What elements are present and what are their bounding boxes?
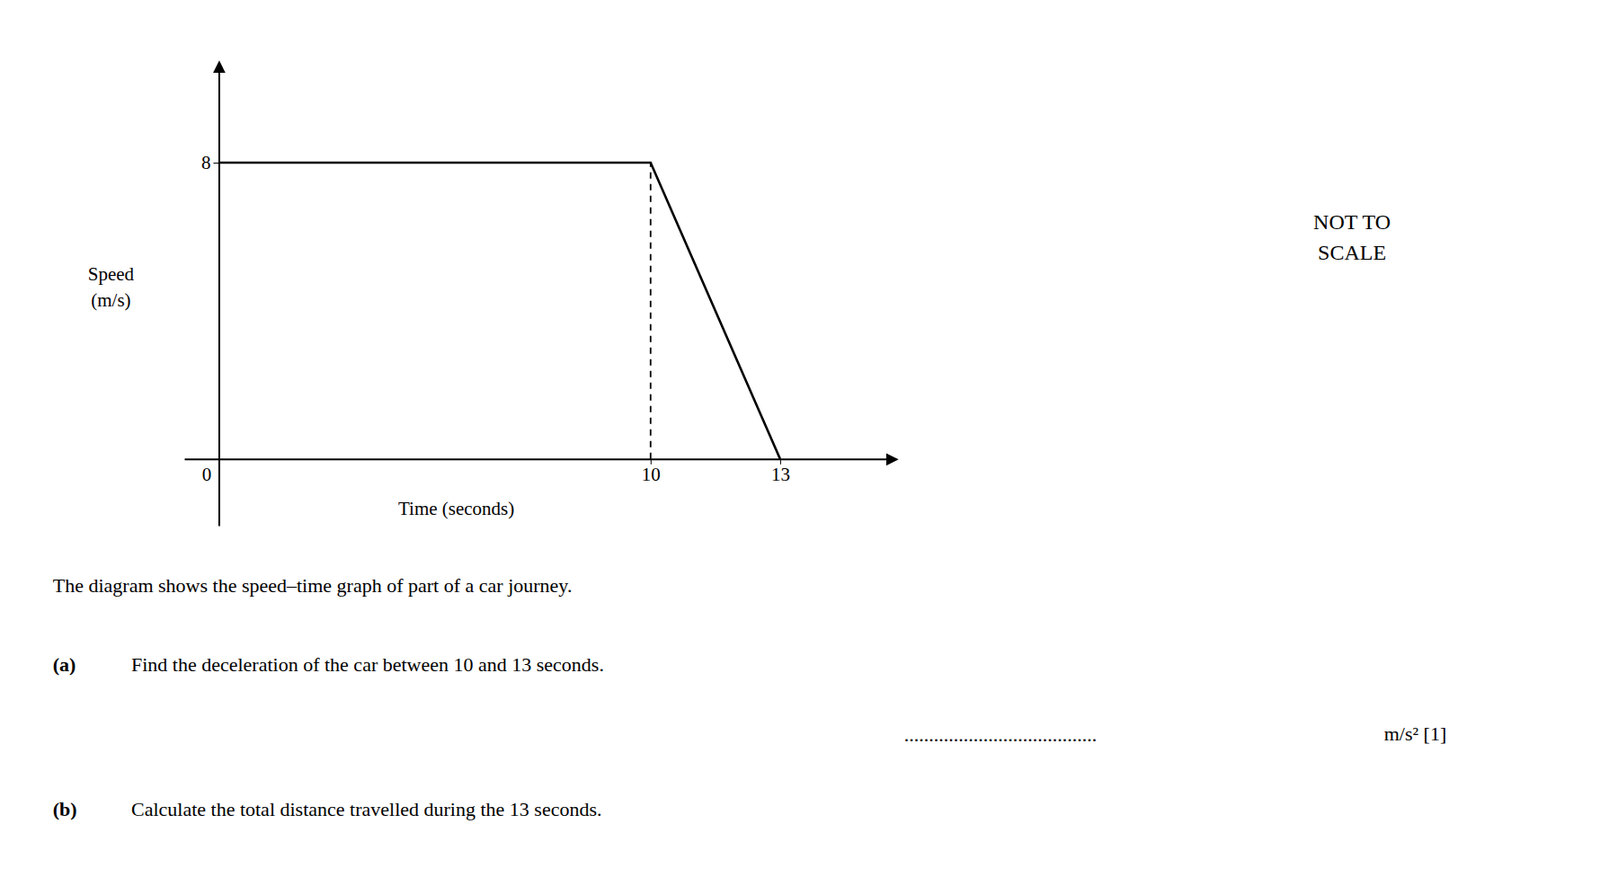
answer-line: ....................................... xyxy=(904,723,1097,747)
x-axis: 0 10 13 xyxy=(185,459,889,486)
x-tick-label: 0 xyxy=(202,463,213,486)
y-tick-label: 8 xyxy=(201,151,212,174)
x-tick: 13 xyxy=(771,459,791,486)
y-axis-title: Speed(m/s) xyxy=(88,263,135,312)
answer-unit: m/s² [1] xyxy=(1384,722,1448,746)
question-label: (a) xyxy=(53,653,77,676)
series-group xyxy=(218,162,780,460)
x-tick-label: 13 xyxy=(771,463,791,486)
dashed-line xyxy=(649,162,652,460)
chart: 0 10 13 8 Time (seconds) Speed(m/s) NOT TOSCAL… xyxy=(0,0,1600,877)
description: The diagram shows the speed–time graph o… xyxy=(53,574,573,597)
x-tick: 10 xyxy=(641,459,661,486)
plot-area: 0 10 13 8 Time (seconds) Speed(m/s) xyxy=(88,71,889,527)
x-tick-label: 10 xyxy=(641,463,661,486)
x-axis-line xyxy=(185,458,889,461)
y-axis-line xyxy=(218,71,221,527)
annotation: NOT TOSCALE xyxy=(1313,210,1391,265)
question-text: Find the deceleration of the car between… xyxy=(131,653,605,676)
y-axis: 8 xyxy=(201,71,220,527)
y-tick-mark xyxy=(213,162,219,164)
question-label: (b) xyxy=(53,798,78,821)
x-axis-title: Time (seconds) xyxy=(398,497,515,520)
question-text: Calculate the total distance travelled d… xyxy=(131,798,603,821)
x-tick: 0 xyxy=(202,459,220,486)
speed-line xyxy=(218,162,780,460)
y-tick: 8 xyxy=(201,151,220,174)
